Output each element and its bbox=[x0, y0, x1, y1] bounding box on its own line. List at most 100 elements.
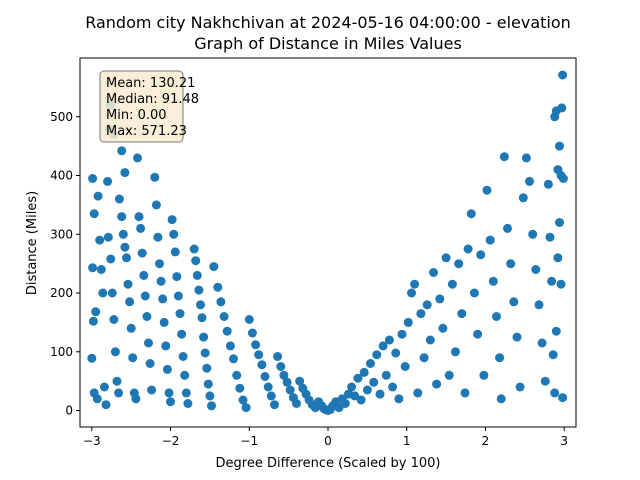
y-axis-label: Distance (Miles) bbox=[25, 191, 40, 295]
data-point bbox=[266, 391, 276, 401]
data-point bbox=[175, 309, 185, 319]
data-point bbox=[540, 376, 550, 386]
chart-title-line1: Random city Nakhchivan at 2024-05-16 04:… bbox=[85, 13, 571, 32]
data-point bbox=[263, 382, 273, 392]
data-point bbox=[169, 229, 179, 239]
data-point bbox=[144, 338, 153, 348]
data-point bbox=[151, 200, 161, 210]
data-point bbox=[555, 218, 564, 227]
data-point bbox=[495, 353, 505, 363]
data-point bbox=[200, 348, 210, 358]
data-point bbox=[181, 388, 191, 398]
data-point bbox=[400, 362, 410, 371]
data-point bbox=[403, 317, 413, 327]
data-point bbox=[391, 348, 401, 358]
data-point bbox=[170, 247, 180, 257]
data-point bbox=[295, 376, 305, 386]
data-point bbox=[189, 244, 199, 254]
data-point bbox=[95, 235, 105, 245]
data-point bbox=[463, 244, 473, 254]
data-point bbox=[140, 291, 150, 301]
data-point bbox=[528, 229, 538, 239]
data-point bbox=[416, 309, 426, 319]
data-point bbox=[397, 329, 407, 339]
data-point bbox=[556, 279, 566, 289]
data-point bbox=[178, 352, 188, 361]
data-point bbox=[257, 360, 267, 370]
data-point bbox=[558, 70, 568, 80]
data-point bbox=[177, 329, 187, 339]
data-point bbox=[347, 382, 357, 392]
data-point bbox=[88, 174, 98, 183]
data-point bbox=[260, 372, 270, 381]
data-point bbox=[531, 265, 541, 274]
data-point bbox=[88, 316, 98, 326]
data-point bbox=[476, 250, 486, 260]
data-point bbox=[96, 265, 106, 274]
data-point bbox=[244, 315, 254, 324]
data-point bbox=[285, 385, 295, 395]
data-point bbox=[139, 270, 149, 280]
y-tick-label: 300 bbox=[50, 227, 73, 241]
data-point bbox=[219, 312, 229, 321]
data-point bbox=[388, 382, 398, 392]
data-point bbox=[413, 388, 423, 398]
data-point bbox=[199, 332, 209, 342]
x-tick-label: 2 bbox=[482, 434, 490, 448]
data-point bbox=[496, 394, 506, 404]
data-point bbox=[209, 262, 219, 272]
data-point bbox=[447, 279, 457, 289]
data-point bbox=[429, 268, 438, 277]
data-point bbox=[356, 395, 366, 405]
y-tick-label: 400 bbox=[50, 169, 73, 183]
x-tick-label: 1 bbox=[403, 434, 411, 448]
data-point bbox=[147, 385, 157, 395]
data-point bbox=[117, 212, 127, 222]
y-tick-label: 100 bbox=[50, 345, 73, 359]
data-point bbox=[197, 313, 207, 323]
data-point bbox=[419, 353, 429, 363]
data-point bbox=[103, 176, 113, 186]
data-point bbox=[375, 389, 385, 399]
data-point bbox=[553, 253, 563, 263]
data-point bbox=[362, 385, 372, 395]
data-point bbox=[180, 370, 190, 380]
y-tick-label: 500 bbox=[50, 110, 73, 124]
data-point bbox=[87, 353, 97, 363]
data-point bbox=[548, 350, 558, 360]
stats-box-background bbox=[99, 70, 184, 143]
data-point bbox=[435, 294, 445, 304]
data-point bbox=[192, 270, 202, 280]
data-point bbox=[432, 379, 442, 389]
data-point bbox=[88, 263, 98, 273]
data-point bbox=[515, 382, 525, 392]
data-point bbox=[558, 174, 568, 183]
data-point bbox=[521, 153, 531, 163]
x-tick-label: 3 bbox=[560, 434, 568, 448]
data-point bbox=[89, 209, 99, 219]
stats-max: Max: 571.23 bbox=[106, 124, 187, 139]
data-point bbox=[394, 394, 404, 404]
data-point bbox=[229, 354, 238, 364]
data-point bbox=[547, 276, 557, 286]
data-point bbox=[91, 307, 101, 317]
data-point bbox=[164, 388, 174, 398]
data-point bbox=[207, 401, 216, 411]
data-point bbox=[372, 350, 382, 360]
data-point bbox=[466, 209, 476, 219]
data-point bbox=[183, 399, 193, 408]
data-point bbox=[441, 253, 451, 263]
data-point bbox=[110, 347, 120, 357]
x-tick-label: −1 bbox=[240, 434, 258, 448]
data-point bbox=[384, 335, 394, 345]
data-point bbox=[153, 232, 163, 242]
x-tick-label: 0 bbox=[324, 434, 332, 448]
data-point bbox=[407, 288, 416, 298]
data-point bbox=[247, 328, 257, 338]
data-point bbox=[235, 383, 245, 393]
data-point bbox=[205, 391, 215, 401]
data-point bbox=[172, 272, 182, 282]
x-axis-label: Degree Difference (Scaled by 100) bbox=[216, 456, 441, 471]
data-point bbox=[103, 232, 113, 242]
